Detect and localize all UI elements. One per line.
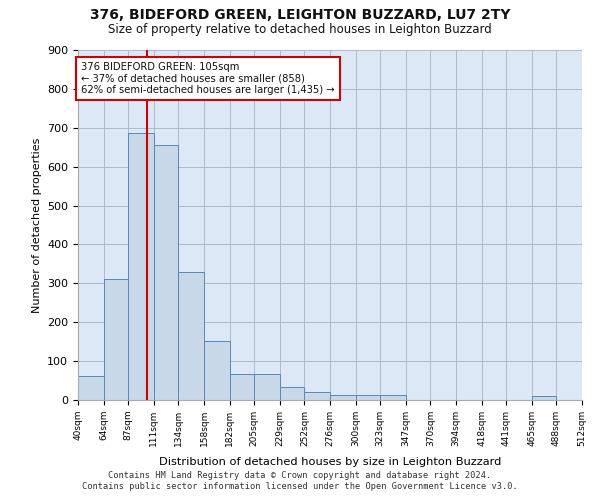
Bar xyxy=(280,387,304,400)
Bar xyxy=(128,133,154,400)
Bar xyxy=(254,374,280,400)
Bar xyxy=(356,396,380,400)
Bar xyxy=(304,392,330,400)
Bar xyxy=(104,280,128,400)
Bar xyxy=(330,396,356,400)
Bar xyxy=(204,341,230,400)
Text: Contains HM Land Registry data © Crown copyright and database right 2024.: Contains HM Land Registry data © Crown c… xyxy=(109,470,491,480)
Bar xyxy=(532,396,556,400)
Text: 376 BIDEFORD GREEN: 105sqm
← 37% of detached houses are smaller (858)
62% of sem: 376 BIDEFORD GREEN: 105sqm ← 37% of deta… xyxy=(81,62,335,95)
Bar xyxy=(178,272,204,400)
Bar xyxy=(230,374,254,400)
Bar xyxy=(154,146,178,400)
Y-axis label: Number of detached properties: Number of detached properties xyxy=(32,138,41,312)
Bar xyxy=(380,396,406,400)
Text: 376, BIDEFORD GREEN, LEIGHTON BUZZARD, LU7 2TY: 376, BIDEFORD GREEN, LEIGHTON BUZZARD, L… xyxy=(90,8,510,22)
X-axis label: Distribution of detached houses by size in Leighton Buzzard: Distribution of detached houses by size … xyxy=(159,457,501,467)
Text: Contains public sector information licensed under the Open Government Licence v3: Contains public sector information licen… xyxy=(82,482,518,491)
Text: Size of property relative to detached houses in Leighton Buzzard: Size of property relative to detached ho… xyxy=(108,23,492,36)
Bar xyxy=(78,376,104,400)
